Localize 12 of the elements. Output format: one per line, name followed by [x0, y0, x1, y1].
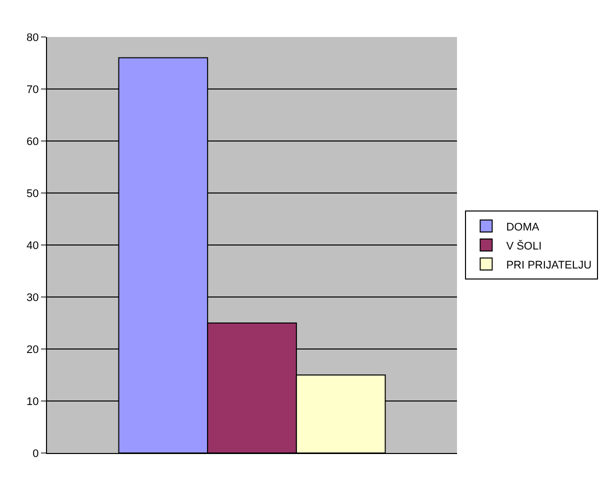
y-tick-label: 10	[26, 396, 39, 408]
legend-label: V ŠOLI	[506, 239, 542, 252]
y-tick-label: 50	[26, 188, 39, 200]
y-tick-label: 70	[26, 84, 39, 96]
y-tick-label: 80	[26, 32, 39, 44]
legend-label: PRI PRIJATELJU	[506, 259, 592, 272]
y-tick-label: 20	[26, 344, 39, 356]
y-tick-label: 0	[32, 448, 39, 460]
legend-label: DOMA	[506, 221, 540, 234]
y-tick-label: 60	[26, 136, 39, 148]
y-tick-label: 40	[26, 240, 39, 252]
y-tick-label: 30	[26, 292, 39, 304]
